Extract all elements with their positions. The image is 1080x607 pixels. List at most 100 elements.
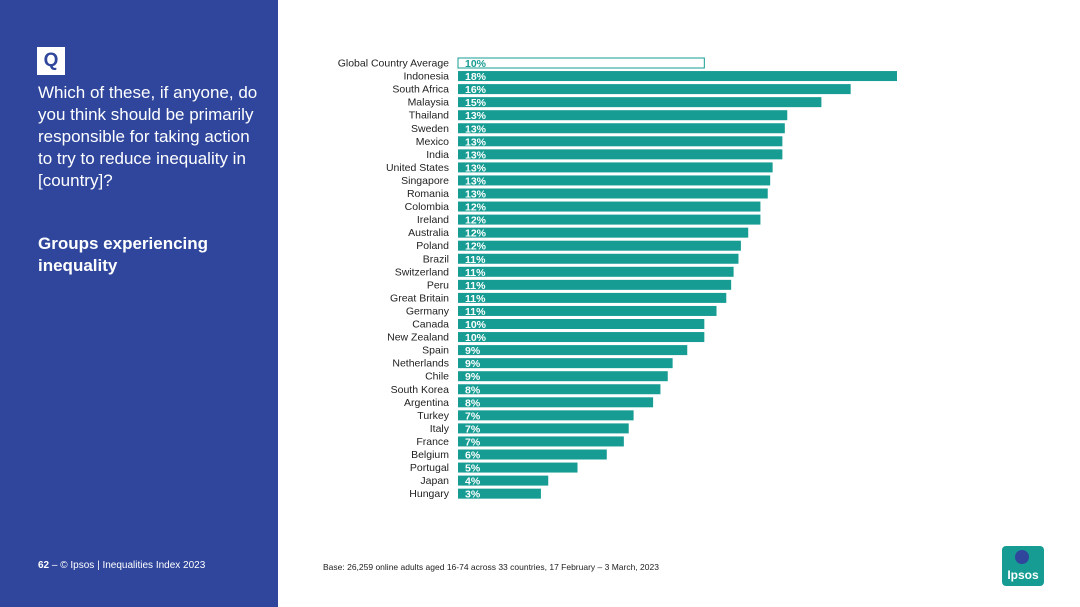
data-label: 12% [465, 202, 487, 214]
bar [458, 149, 783, 160]
data-label: 13% [465, 189, 487, 201]
data-label: 13% [465, 110, 487, 122]
bar [458, 136, 783, 147]
logo-wordmark: Ipsos [1007, 568, 1039, 582]
category-label: Brazil [423, 253, 449, 265]
category-label: Poland [416, 240, 449, 252]
category-label: India [426, 149, 449, 161]
data-label: 13% [465, 175, 487, 187]
data-label: 3% [465, 489, 481, 501]
category-label: South Korea [391, 384, 450, 396]
left-panel: Q Which of these, if anyone, do you thin… [0, 0, 278, 607]
bar [458, 475, 549, 486]
bar [458, 371, 668, 382]
bar [458, 97, 822, 108]
data-label: 9% [465, 345, 481, 357]
ipsos-logo: Ipsos [1002, 546, 1044, 586]
bar [458, 84, 851, 95]
category-label: Mexico [416, 136, 449, 148]
category-label: Spain [422, 345, 449, 357]
subtopic-heading: Groups experiencing inequality [38, 234, 209, 275]
data-label: 11% [465, 267, 486, 279]
data-label: 10% [465, 332, 487, 344]
category-label: Ireland [417, 214, 449, 226]
data-label: 8% [465, 397, 481, 409]
category-label: Australia [408, 227, 449, 239]
data-label: 7% [465, 423, 481, 435]
data-label: 7% [465, 410, 481, 422]
category-label: Germany [406, 305, 450, 317]
data-label: 11% [465, 254, 486, 266]
bar [458, 332, 705, 343]
data-label: 13% [465, 162, 487, 174]
data-label: 11% [465, 293, 486, 305]
category-label: Malaysia [408, 97, 450, 109]
data-label: 9% [465, 358, 481, 370]
data-label: 4% [465, 476, 481, 488]
bar [458, 188, 768, 199]
data-label: 10% [465, 58, 487, 70]
data-label: 7% [465, 436, 481, 448]
category-label: Netherlands [392, 358, 449, 370]
data-label: 13% [465, 136, 487, 148]
bar [458, 123, 785, 134]
data-label: 5% [465, 463, 481, 475]
bar [458, 319, 705, 329]
data-label: 13% [465, 123, 487, 135]
data-label: 18% [465, 71, 487, 83]
category-label: Thailand [409, 110, 449, 122]
question-text: Which of these, if anyone, do you think … [38, 83, 258, 190]
bar [458, 305, 717, 316]
category-label: Turkey [417, 410, 449, 422]
category-label: Singapore [401, 175, 449, 187]
bar [458, 240, 741, 251]
bar [457, 57, 705, 69]
bar [458, 449, 607, 460]
category-label: Sweden [411, 123, 449, 135]
data-label: 10% [465, 319, 487, 331]
data-label: 16% [465, 84, 487, 96]
category-label: Belgium [411, 449, 449, 461]
bar [458, 345, 688, 356]
logo-mark-icon [1015, 550, 1029, 564]
category-label: Great Britain [390, 292, 449, 304]
category-label: Italy [430, 423, 450, 435]
category-label: South Africa [392, 84, 449, 96]
data-label: 11% [465, 280, 486, 292]
bar [458, 423, 629, 434]
category-label: Hungary [409, 488, 449, 500]
category-label: Chile [425, 371, 449, 383]
question-badge: Q [37, 47, 65, 75]
category-label: Peru [427, 279, 449, 291]
data-label: 12% [465, 215, 487, 227]
bar [458, 201, 761, 212]
bar [458, 358, 673, 369]
category-label: Romania [407, 188, 449, 200]
data-label: 8% [465, 384, 481, 396]
bar [458, 292, 727, 303]
data-label: 11% [465, 306, 486, 318]
bar [458, 488, 541, 499]
data-label: 13% [465, 149, 487, 161]
data-label: 12% [465, 241, 487, 253]
category-label: Global Country Average [338, 58, 449, 70]
bar [458, 71, 897, 82]
category-label: Canada [412, 319, 449, 331]
category-label: Switzerland [395, 266, 449, 278]
bar [458, 266, 734, 277]
footer: 62 – © Ipsos | Inequalities Index 2023 [38, 560, 205, 571]
category-label: New Zealand [387, 332, 449, 344]
data-label: 12% [465, 228, 487, 240]
bar [458, 462, 578, 473]
bar [458, 279, 732, 290]
data-label: 6% [465, 450, 481, 462]
data-label: 9% [465, 371, 481, 383]
bar [458, 410, 634, 421]
bar [458, 110, 788, 121]
bar [458, 436, 624, 447]
data-label: 15% [465, 97, 487, 109]
bar [458, 384, 661, 395]
bar [458, 175, 771, 186]
category-label: United States [386, 162, 449, 174]
category-label: Japan [420, 475, 449, 487]
